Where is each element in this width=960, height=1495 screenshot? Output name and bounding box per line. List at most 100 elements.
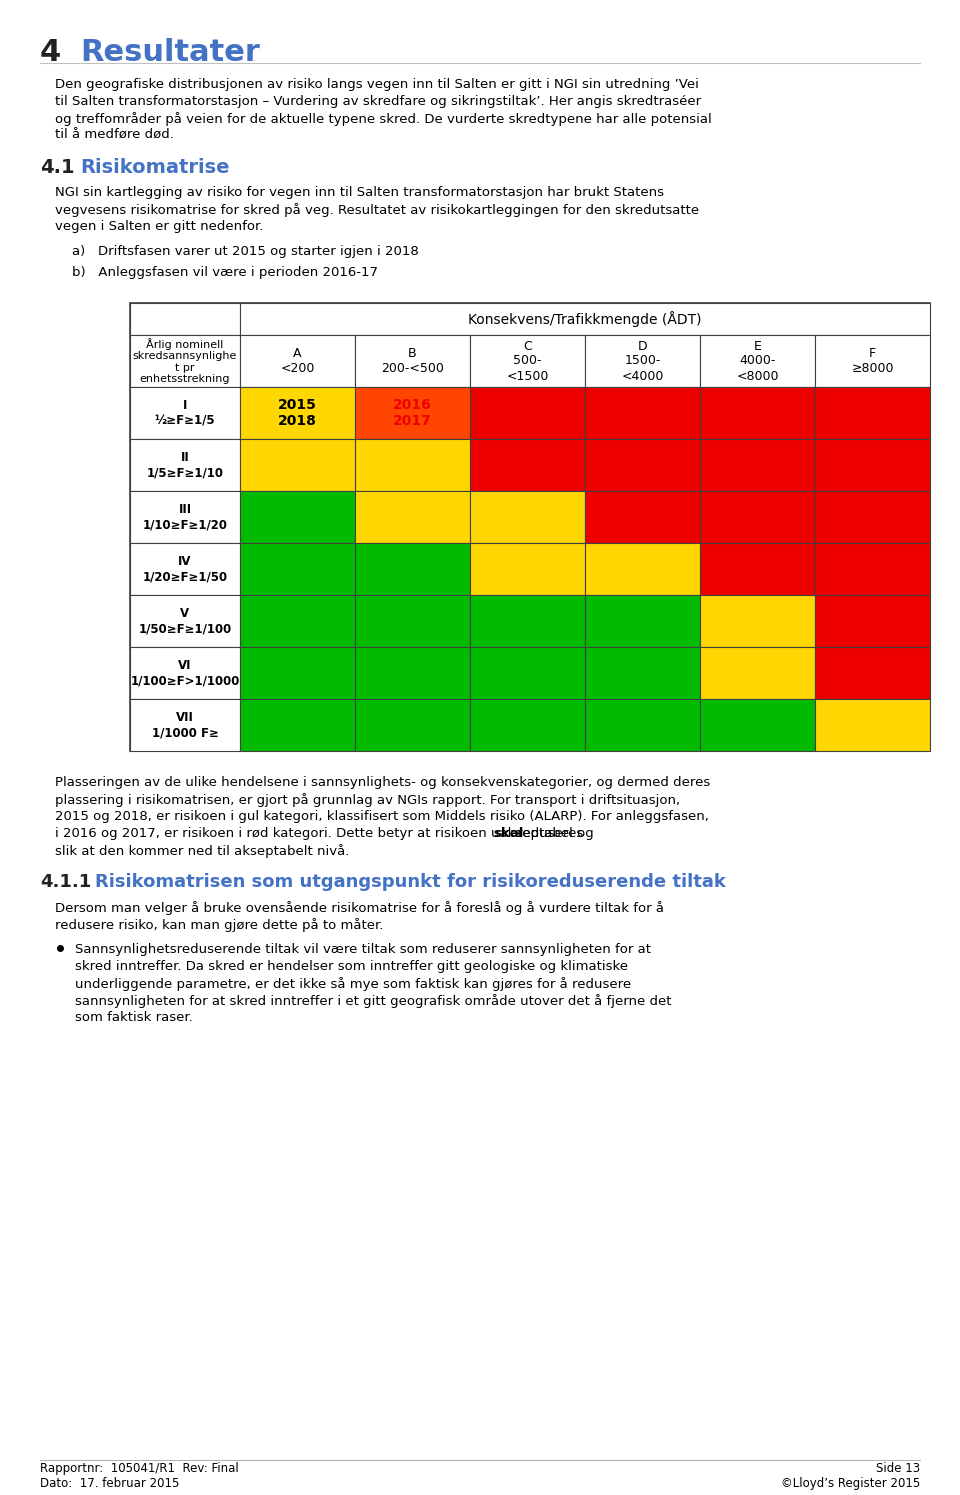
Bar bbox=[700, 595, 815, 647]
Bar bbox=[355, 387, 470, 440]
Text: til Salten transformatorstasjon – Vurdering av skredfare og sikringstiltak’. Her: til Salten transformatorstasjon – Vurder… bbox=[55, 96, 701, 108]
Bar bbox=[585, 543, 700, 595]
Bar bbox=[355, 700, 470, 750]
Bar bbox=[355, 543, 470, 595]
Bar bbox=[355, 440, 470, 490]
Text: I
½≥F≥1/5: I ½≥F≥1/5 bbox=[155, 399, 215, 428]
Bar bbox=[815, 595, 930, 647]
Bar bbox=[815, 647, 930, 700]
Text: Plasseringen av de ulike hendelsene i sannsynlighets- og konsekvenskategorier, o: Plasseringen av de ulike hendelsene i sa… bbox=[55, 776, 710, 789]
Bar bbox=[700, 647, 815, 700]
Text: Sannsynlighetsreduserende tiltak vil være tiltak som reduserer sannsynligheten f: Sannsynlighetsreduserende tiltak vil vær… bbox=[75, 943, 651, 955]
Bar bbox=[130, 335, 240, 387]
Text: 4.1: 4.1 bbox=[40, 158, 75, 176]
Bar bbox=[240, 440, 355, 490]
Text: 2015
2018: 2015 2018 bbox=[278, 398, 317, 428]
Bar bbox=[700, 387, 815, 440]
Text: Dato:  17. februar 2015: Dato: 17. februar 2015 bbox=[40, 1477, 180, 1491]
Bar bbox=[470, 335, 585, 387]
Bar bbox=[240, 647, 355, 700]
Text: skal: skal bbox=[493, 827, 523, 840]
Text: Dersom man velger å bruke ovensående risikomatrise for å foreslå og å vurdere ti: Dersom man velger å bruke ovensående ris… bbox=[55, 901, 664, 915]
Bar bbox=[130, 700, 240, 750]
Bar bbox=[470, 543, 585, 595]
Text: E
4000-
<8000: E 4000- <8000 bbox=[736, 339, 779, 383]
Text: 4.1.1: 4.1.1 bbox=[40, 873, 91, 891]
Bar bbox=[585, 387, 700, 440]
Text: Risikomatrise: Risikomatrise bbox=[80, 158, 229, 176]
Bar bbox=[240, 700, 355, 750]
Text: Årlig nominell
skredsannsynlighe
t pr
enhetsstrekning: Årlig nominell skredsannsynlighe t pr en… bbox=[132, 338, 237, 384]
Bar bbox=[470, 595, 585, 647]
Bar bbox=[700, 700, 815, 750]
Text: skred inntreffer. Da skred er hendelser som inntreffer gitt geologiske og klimat: skred inntreffer. Da skred er hendelser … bbox=[75, 960, 628, 973]
Bar bbox=[700, 335, 815, 387]
Text: NGI sin kartlegging av risiko for vegen inn til Salten transformatorstasjon har : NGI sin kartlegging av risiko for vegen … bbox=[55, 185, 664, 199]
Text: b)   Anleggsfasen vil være i perioden 2016-17: b) Anleggsfasen vil være i perioden 2016… bbox=[72, 266, 378, 280]
Text: 2015 og 2018, er risikoen i gul kategori, klassifisert som Middels risiko (ALARP: 2015 og 2018, er risikoen i gul kategori… bbox=[55, 810, 708, 824]
Bar bbox=[130, 303, 240, 335]
Text: vegen i Salten er gitt nedenfor.: vegen i Salten er gitt nedenfor. bbox=[55, 220, 263, 233]
Text: sannsynligheten for at skred inntreffer i et gitt geografisk område utover det å: sannsynligheten for at skred inntreffer … bbox=[75, 994, 671, 1008]
Bar bbox=[585, 335, 700, 387]
Text: A
<200: A <200 bbox=[280, 347, 315, 375]
Bar bbox=[585, 595, 700, 647]
Bar bbox=[700, 543, 815, 595]
Bar bbox=[470, 700, 585, 750]
Text: II
1/5≥F≥1/10: II 1/5≥F≥1/10 bbox=[147, 451, 224, 478]
Bar bbox=[815, 440, 930, 490]
Text: F
≥8000: F ≥8000 bbox=[852, 347, 894, 375]
Bar bbox=[585, 440, 700, 490]
Text: til å medføre død.: til å medføre død. bbox=[55, 129, 174, 142]
Bar bbox=[355, 647, 470, 700]
Text: Den geografiske distribusjonen av risiko langs vegen inn til Salten er gitt i NG: Den geografiske distribusjonen av risiko… bbox=[55, 78, 699, 91]
Text: vegvesens risikomatrise for skred på veg. Resultatet av risikokartleggingen for : vegvesens risikomatrise for skred på veg… bbox=[55, 203, 699, 217]
Text: IV
1/20≥F≥1/50: IV 1/20≥F≥1/50 bbox=[142, 555, 228, 583]
Text: V
1/50≥F≥1/100: V 1/50≥F≥1/100 bbox=[138, 607, 231, 635]
Text: reduseres: reduseres bbox=[514, 827, 584, 840]
Bar bbox=[355, 595, 470, 647]
Text: slik at den kommer ned til akseptabelt nivå.: slik at den kommer ned til akseptabelt n… bbox=[55, 845, 349, 858]
Text: Risikomatrisen som utgangspunkt for risikoreduserende tiltak: Risikomatrisen som utgangspunkt for risi… bbox=[95, 873, 726, 891]
Text: C
500-
<1500: C 500- <1500 bbox=[506, 339, 549, 383]
Text: i 2016 og 2017, er risikoen i rød kategori. Dette betyr at risikoen uakseptabel : i 2016 og 2017, er risikoen i rød katego… bbox=[55, 827, 598, 840]
Bar bbox=[815, 335, 930, 387]
Text: D
1500-
<4000: D 1500- <4000 bbox=[621, 339, 663, 383]
Bar bbox=[355, 490, 470, 543]
Text: 4: 4 bbox=[40, 37, 61, 67]
Bar bbox=[585, 490, 700, 543]
Text: Side 13: Side 13 bbox=[876, 1462, 920, 1476]
Bar bbox=[130, 543, 240, 595]
Text: underliggende parametre, er det ikke så mye som faktisk kan gjøres for å reduser: underliggende parametre, er det ikke så … bbox=[75, 978, 631, 991]
Text: B
200-<500: B 200-<500 bbox=[381, 347, 444, 375]
Bar bbox=[470, 647, 585, 700]
Text: som faktisk raser.: som faktisk raser. bbox=[75, 1011, 193, 1024]
Bar bbox=[470, 440, 585, 490]
Bar bbox=[130, 440, 240, 490]
Bar bbox=[700, 440, 815, 490]
Text: Resultater: Resultater bbox=[80, 37, 260, 67]
Text: ©Lloyd’s Register 2015: ©Lloyd’s Register 2015 bbox=[780, 1477, 920, 1491]
Bar bbox=[240, 490, 355, 543]
Text: plassering i risikomatrisen, er gjort på grunnlag av NGIs rapport. For transport: plassering i risikomatrisen, er gjort på… bbox=[55, 792, 680, 807]
Text: og treffområder på veien for de aktuelle typene skred. De vurderte skredtypene h: og treffområder på veien for de aktuelle… bbox=[55, 112, 711, 126]
Bar bbox=[815, 543, 930, 595]
Bar bbox=[240, 387, 355, 440]
Bar bbox=[240, 335, 355, 387]
Text: a)   Driftsfasen varer ut 2015 og starter igjen i 2018: a) Driftsfasen varer ut 2015 og starter … bbox=[72, 245, 419, 259]
Bar bbox=[470, 490, 585, 543]
Bar bbox=[130, 303, 930, 750]
Bar bbox=[130, 387, 240, 440]
Bar bbox=[700, 490, 815, 543]
Text: Rapportnr:  105041/R1  Rev: Final: Rapportnr: 105041/R1 Rev: Final bbox=[40, 1462, 239, 1476]
Bar bbox=[815, 387, 930, 440]
Text: VII
1/1000 F≥: VII 1/1000 F≥ bbox=[152, 712, 219, 739]
Bar bbox=[355, 335, 470, 387]
Bar bbox=[585, 647, 700, 700]
Bar bbox=[130, 595, 240, 647]
Bar bbox=[130, 647, 240, 700]
Text: III
1/10≥F≥1/20: III 1/10≥F≥1/20 bbox=[142, 502, 228, 531]
Text: 2016
2017: 2016 2017 bbox=[394, 398, 432, 428]
Bar bbox=[585, 700, 700, 750]
Text: Konsekvens/Trafikkmengde (ÅDT): Konsekvens/Trafikkmengde (ÅDT) bbox=[468, 311, 702, 327]
